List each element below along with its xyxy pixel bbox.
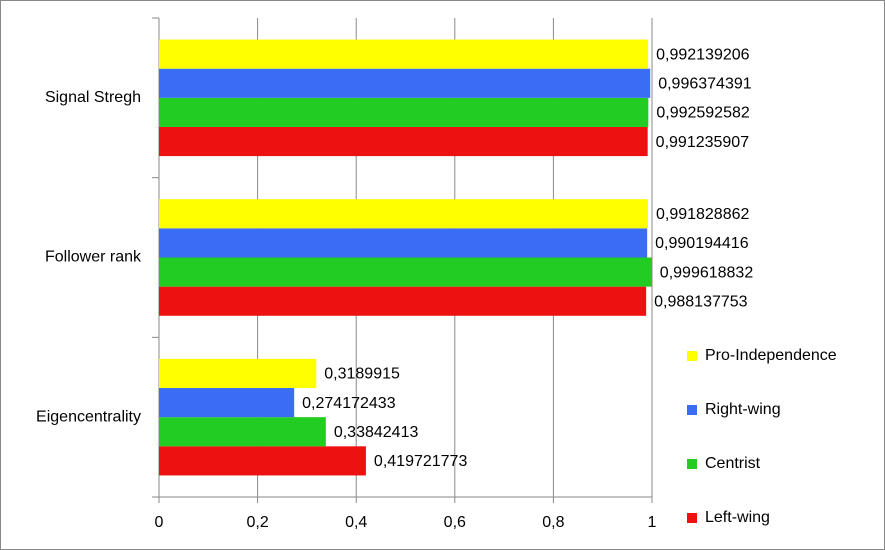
value-label: 0,988137753 <box>654 293 748 310</box>
legend-swatch <box>687 351 697 361</box>
bar <box>159 446 366 476</box>
bar <box>159 39 649 69</box>
value-label: 0,419721773 <box>374 453 468 470</box>
value-label: 0,996374391 <box>658 75 752 92</box>
bar <box>159 68 651 98</box>
x-tick-label: 0,2 <box>246 514 268 531</box>
bar <box>159 358 317 389</box>
value-label: 0,999618832 <box>660 264 754 281</box>
y-tick-label: Eigencentrality <box>36 408 141 425</box>
value-label: 0,992139206 <box>656 46 750 63</box>
x-tick-label: 0,4 <box>345 514 367 531</box>
bar <box>159 126 648 157</box>
bar <box>159 257 652 287</box>
bar <box>159 228 648 258</box>
value-label: 0,3189915 <box>324 366 400 383</box>
value-label: 0,990194416 <box>655 235 749 252</box>
x-tick-label: 1 <box>648 514 657 531</box>
bar <box>159 388 295 418</box>
legend-label: Centrist <box>705 455 761 472</box>
legend-label: Pro-Independence <box>705 347 837 364</box>
legend-swatch <box>687 405 697 415</box>
x-tick-label: 0,8 <box>542 514 564 531</box>
value-label: 0,992592582 <box>656 105 750 122</box>
legend-label: Right-wing <box>705 401 781 418</box>
value-label: 0,991828862 <box>656 206 750 223</box>
legend-swatch <box>687 513 697 523</box>
value-label: 0,991235907 <box>656 134 750 151</box>
x-tick-label: 0,6 <box>444 514 466 531</box>
x-tick-label: 0 <box>155 514 164 531</box>
y-tick-label: Follower rank <box>45 249 142 266</box>
value-label: 0,33842413 <box>334 424 419 441</box>
value-label: 0,274172433 <box>302 395 396 412</box>
bar <box>159 199 648 229</box>
legend-label: Left-wing <box>705 509 770 526</box>
bar <box>159 417 326 447</box>
bar <box>159 286 647 316</box>
y-tick-label: Signal Stregh <box>45 89 141 106</box>
bar <box>159 97 649 127</box>
legend-swatch <box>687 459 697 469</box>
